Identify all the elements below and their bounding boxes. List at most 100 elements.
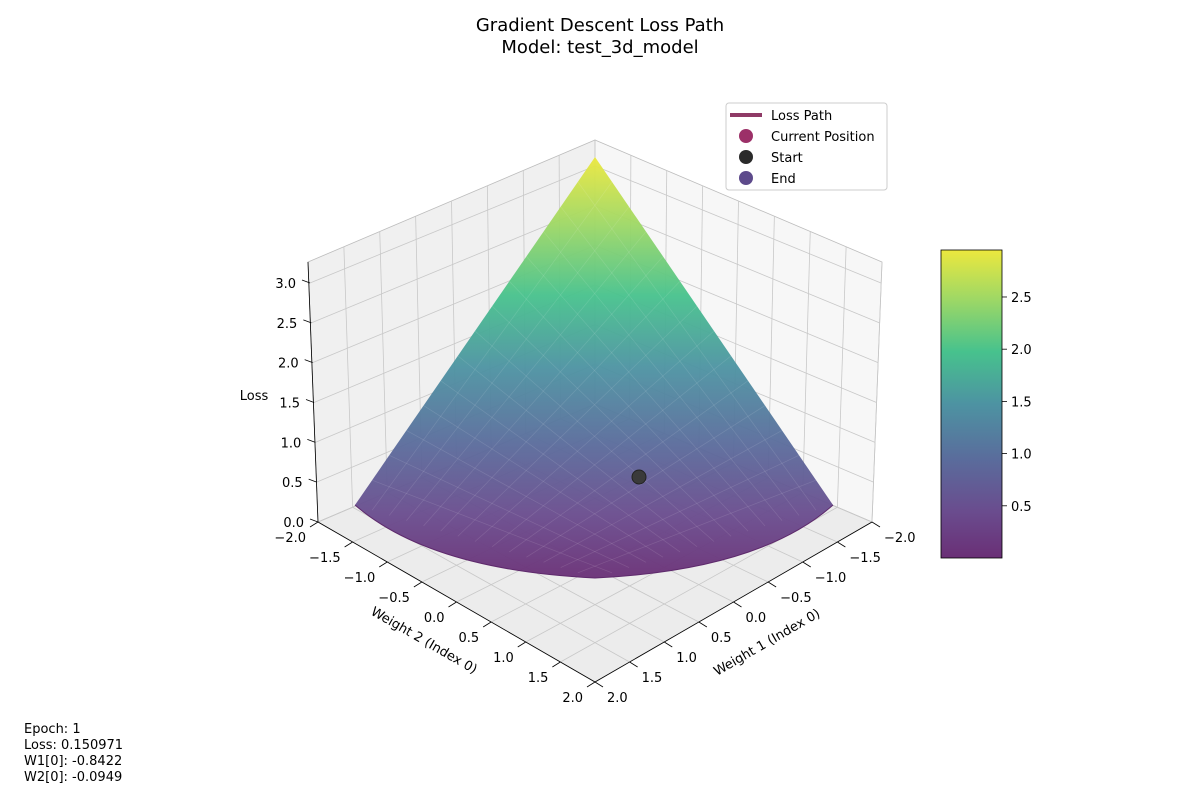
z-tick-mark (301, 279, 311, 284)
y-axis: −2.0−1.5−1.0−0.5 0.0 0.5 1.0 1.5 2.0 (274, 521, 596, 706)
legend-entry-label: End (771, 172, 796, 187)
x-tick-mark (837, 541, 846, 548)
z-tick-label: 0.5 (282, 476, 303, 491)
y-tick-label: 0.0 (424, 611, 445, 626)
z-tick-label: 0.0 (283, 516, 304, 531)
legend-dot-swatch (739, 129, 753, 143)
legend-dot-swatch (739, 150, 753, 164)
z-axis-line (307, 261, 319, 523)
legend-frame (725, 102, 888, 191)
surface-mesh-line (423, 256, 664, 527)
surface-mesh-line (457, 305, 698, 537)
surface-mesh-line (560, 454, 800, 568)
y-tick-mark (482, 621, 492, 628)
legend-entry-label: Loss Path (771, 109, 832, 124)
w1-text: W1[0]: -0.8422 (24, 754, 123, 769)
surface-mesh-line (474, 330, 715, 542)
y-grid-wall-line (836, 246, 847, 508)
z-tick-label: 3.0 (275, 277, 296, 292)
legend-dot-swatch (739, 171, 753, 185)
legend-entry-label: Current Position (771, 130, 875, 145)
y-tick-mark (448, 601, 457, 608)
colorbar-tick-label: 1.5 (1011, 395, 1032, 410)
surface-mesh-line (526, 256, 766, 527)
w2-text: W2[0]: -0.0949 (24, 770, 123, 785)
y-tick-label: 2.0 (562, 691, 583, 706)
x-tick-label: 0.5 (711, 631, 732, 646)
loss-surface-body (355, 157, 833, 578)
x-tick-mark (767, 581, 777, 588)
surface-mesh-line (543, 231, 783, 521)
z-tick-mark (304, 359, 313, 364)
surface-mesh-line (389, 454, 630, 568)
y-tick-mark (586, 681, 596, 688)
surface-mesh-line (474, 330, 715, 542)
legend-entries: Loss Path Current Position Start End (730, 109, 875, 187)
z-tick-label: 2.5 (277, 317, 298, 332)
z-tick-mark (305, 399, 315, 403)
y-tick-label: −1.0 (344, 571, 376, 586)
legend-entry-label: Start (771, 151, 803, 166)
loss-surface (354, 157, 834, 579)
z-tick-mark (308, 478, 317, 483)
surface-mesh-line (406, 231, 647, 521)
x-tick-label: −1.0 (815, 571, 847, 586)
loss-text: Loss: 0.150971 (24, 738, 124, 753)
x-tick-label: −1.5 (849, 551, 881, 566)
y-tick-label: 1.0 (493, 651, 514, 666)
y-tick-mark (344, 541, 353, 548)
x-tick-label: −2.0 (884, 531, 916, 546)
x-grid-wall-line (379, 231, 388, 493)
z-tick-label: 2.0 (278, 357, 299, 372)
surface-mesh-line (423, 405, 664, 558)
z-tick-mark (307, 438, 316, 443)
z-tick-label: 1.0 (281, 436, 302, 451)
y-tick-mark (413, 581, 423, 588)
z-axis: 0.0 0.5 1.0 1.5 2.0 2.5 3.0 (275, 261, 319, 531)
surface-mesh-line (371, 181, 613, 511)
surface-mesh-line (526, 405, 766, 558)
y-grid-wall-line (871, 261, 883, 523)
colorbar-gradient (940, 249, 1003, 559)
x-tick-label: 1.5 (642, 671, 663, 686)
y-tick-mark (552, 661, 561, 668)
x-axis: −2.0−1.5−1.0−0.5 0.0 0.5 1.0 1.5 2.0 (594, 521, 916, 706)
colorbar-tick-label: 2.5 (1011, 291, 1032, 306)
x-tick-mark (594, 681, 604, 688)
surface-rim (354, 504, 834, 579)
surface-mesh-line (389, 206, 630, 516)
z-tick-label: 1.5 (279, 397, 300, 412)
y-tick-mark (379, 561, 388, 568)
x-tick-mark (871, 521, 881, 528)
z-tick-mark (303, 319, 312, 324)
z-tick-mark (309, 518, 319, 523)
chart-title: Gradient Descent Loss Path Model: test_3… (476, 15, 724, 58)
epoch-text: Epoch: 1 (24, 722, 81, 737)
surface-mesh-line (543, 430, 783, 563)
surface-mesh-line (440, 281, 681, 532)
y-tick-mark (309, 521, 319, 528)
surface-mesh-line (406, 430, 647, 563)
surface-mesh-line (509, 281, 749, 532)
x-tick-mark (802, 561, 811, 568)
x-tick-mark (733, 601, 742, 608)
y-tick-label: 0.5 (458, 631, 479, 646)
x-tick-mark (698, 621, 708, 628)
surface-mesh-line (560, 206, 800, 516)
x-tick-label: 1.0 (676, 651, 697, 666)
z-axis-label: Loss (240, 389, 269, 404)
colorbar-tick-label: 2.0 (1011, 343, 1032, 358)
z-grid-left-wall-line (309, 165, 596, 284)
chart-title-text: Gradient Descent Loss Path (476, 15, 724, 36)
x-tick-label: −0.5 (780, 591, 812, 606)
colorbar-ticks: 0.5 1.0 1.5 2.0 2.5 (1002, 291, 1032, 515)
z-grid-left-wall-line (311, 205, 596, 324)
surface-mesh-line (577, 479, 817, 574)
surface-mesh-line (457, 355, 698, 547)
chart-subtitle-text: Model: test_3d_model (501, 37, 698, 58)
training-info: Epoch: 1 Loss: 0.150971 W1[0]: -0.8422 W… (24, 722, 123, 786)
colorbar: 0.5 1.0 1.5 2.0 2.5 (940, 249, 1032, 559)
colorbar-tick-label: 1.0 (1011, 448, 1032, 463)
colorbar-tick-label: 0.5 (1011, 500, 1032, 515)
